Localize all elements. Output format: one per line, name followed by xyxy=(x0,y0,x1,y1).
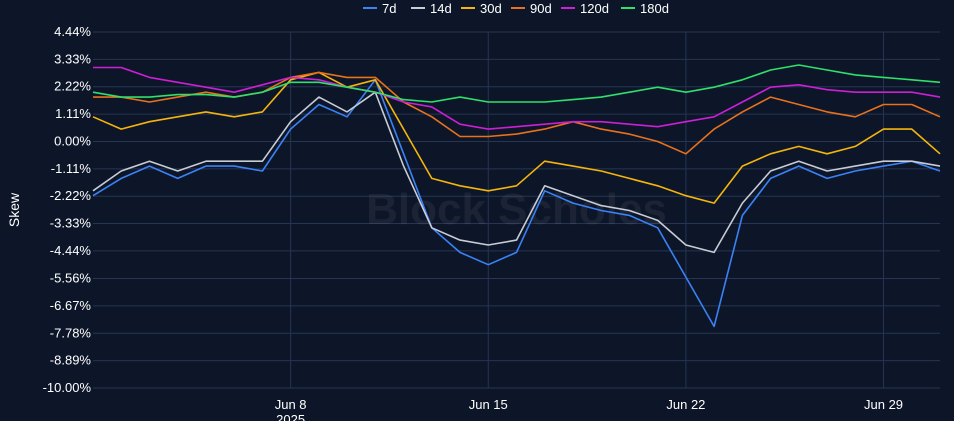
y-tick-label: -1.11% xyxy=(51,161,92,176)
legend-label: 120d xyxy=(580,1,609,16)
legend-item-90d[interactable]: 90d xyxy=(511,1,552,16)
y-tick-label: -6.67% xyxy=(50,298,92,313)
y-tick-label: 4.44% xyxy=(54,24,91,39)
legend-label: 7d xyxy=(382,1,396,16)
legend-label: 90d xyxy=(530,1,552,16)
y-tick-label: -2.22% xyxy=(50,188,92,203)
legend-item-14d[interactable]: 14d xyxy=(411,1,452,16)
legend-item-30d[interactable]: 30d xyxy=(461,1,502,16)
series-line-14d xyxy=(92,91,941,254)
y-tick-label: -8.89% xyxy=(50,353,92,368)
legend-label: 180d xyxy=(640,1,669,16)
series-line-180d xyxy=(92,64,941,103)
y-axis-ticks: 4.44% 3.33% 2.22% 1.11% 0.00% -1.11% -2.22% -3.… xyxy=(43,24,92,395)
x-tick-label: Jun 29 xyxy=(864,397,903,412)
y-tick-label: -5.56% xyxy=(50,271,92,286)
x-tick-label: Jun 22 xyxy=(666,397,705,412)
legend-item-180d[interactable]: 180d xyxy=(621,1,669,16)
x-tick-sublabel: 2025 xyxy=(276,412,305,421)
y-tick-label: -10.00% xyxy=(43,380,92,395)
y-tick-label: -3.33% xyxy=(50,216,92,231)
y-tick-label: 1.11% xyxy=(55,106,91,121)
series-line-120d xyxy=(93,66,941,130)
y-tick-label: 2.22% xyxy=(54,79,91,94)
y-tick-label: 3.33% xyxy=(54,51,91,66)
legend-label: 14d xyxy=(430,1,452,16)
y-tick-label: -7.78% xyxy=(50,325,92,340)
legend-item-120d[interactable]: 120d xyxy=(561,1,609,16)
legend-label: 30d xyxy=(480,1,502,16)
y-axis-label: Skew xyxy=(6,192,22,227)
y-tick-label: 0.00% xyxy=(54,133,91,148)
series-line-30d xyxy=(92,71,941,204)
series-line-7d xyxy=(92,79,941,328)
y-tick-label: -4.44% xyxy=(50,243,92,258)
x-tick-label: Jun 8 xyxy=(275,397,307,412)
grid-lines xyxy=(93,31,940,389)
legend-item-7d[interactable]: 7d xyxy=(363,1,396,16)
series-lines xyxy=(92,64,941,328)
x-tick-label: Jun 15 xyxy=(469,397,508,412)
legend: 7d 14d 30d 90d 120d 180d xyxy=(363,1,669,16)
